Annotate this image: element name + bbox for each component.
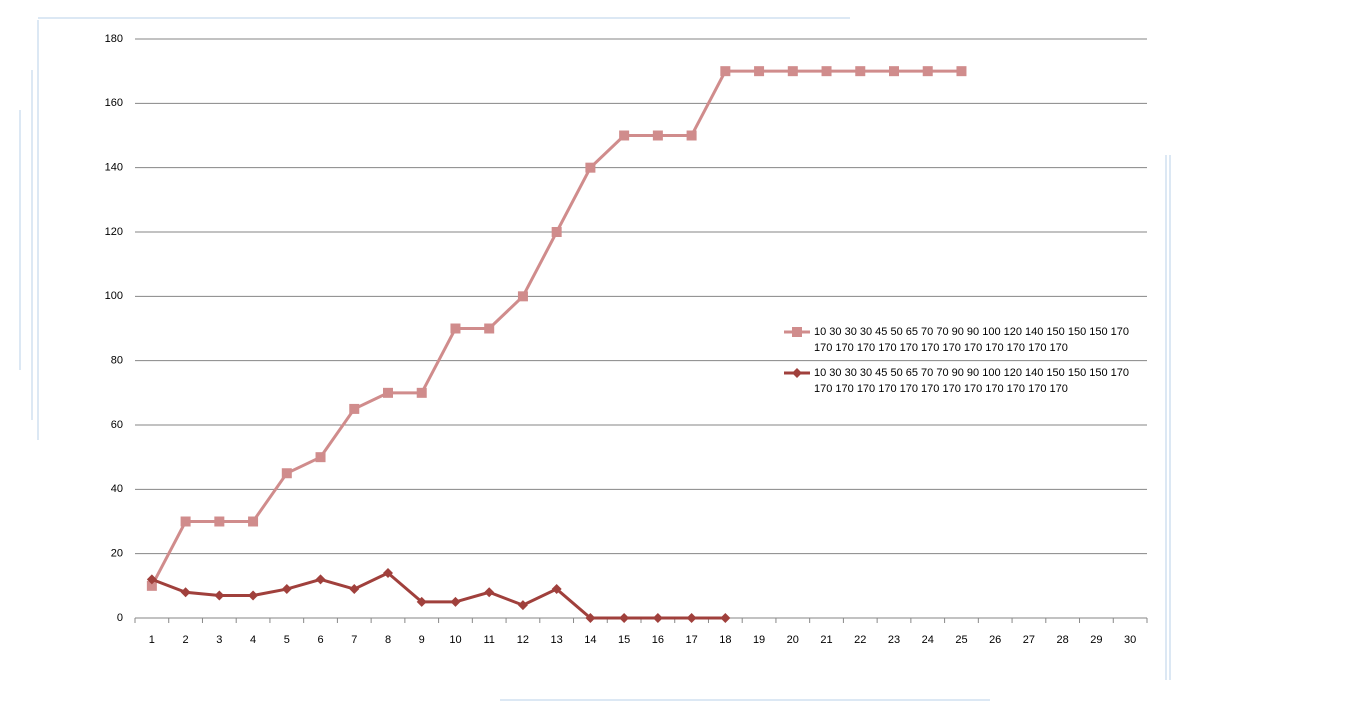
- x-tick-label: 1: [149, 634, 155, 646]
- x-tick-label: 9: [419, 634, 425, 646]
- data-point: [214, 516, 225, 527]
- legend-icon: [784, 327, 810, 337]
- data-point: [585, 162, 596, 173]
- x-tick-label: 4: [250, 634, 256, 646]
- x-tick-label: 10: [449, 634, 461, 646]
- x-tick-label: 12: [517, 634, 529, 646]
- x-tick-label: 11: [483, 634, 494, 646]
- x-tick-label: 15: [618, 634, 630, 646]
- y-tick-label: 180: [105, 33, 123, 45]
- data-point: [551, 584, 562, 595]
- y-tick-label: 60: [111, 419, 123, 431]
- data-point: [214, 590, 225, 601]
- data-point: [383, 387, 393, 398]
- data-point: [855, 66, 866, 77]
- x-tick-label: 21: [820, 634, 832, 646]
- data-point: [652, 613, 663, 623]
- x-tick-label: 22: [854, 634, 866, 646]
- x-tick-label: 17: [685, 634, 697, 646]
- data-point: [349, 584, 360, 595]
- data-point: [956, 66, 967, 77]
- data-point: [383, 567, 393, 578]
- y-tick-label: 0: [117, 612, 123, 624]
- data-point: [619, 130, 630, 141]
- data-point: [416, 387, 427, 398]
- x-tick-label: 3: [216, 634, 222, 646]
- legend-item: 10 30 30 30 45 50 65 70 70 90 90 100 120…: [784, 365, 1134, 397]
- data-point: [180, 516, 191, 527]
- data-point: [686, 613, 697, 623]
- data-point: [315, 452, 326, 463]
- data-point: [720, 613, 731, 623]
- legend: 10 30 30 30 45 50 65 70 70 90 90 100 120…: [784, 324, 1134, 406]
- x-tick-label: 24: [922, 634, 934, 646]
- data-point: [281, 468, 292, 479]
- x-tick-label: 2: [183, 634, 189, 646]
- data-point: [652, 130, 663, 141]
- x-tick-label: 26: [989, 634, 1001, 646]
- x-tick-label: 7: [351, 634, 357, 646]
- x-tick-label: 28: [1057, 634, 1069, 646]
- data-point: [248, 516, 259, 527]
- data-point: [517, 291, 528, 302]
- x-tick-label: 8: [385, 634, 391, 646]
- legend-label: 10 30 30 30 45 50 65 70 70 90 90 100 120…: [814, 367, 1130, 395]
- x-tick-label: 25: [955, 634, 967, 646]
- y-tick-label: 20: [111, 548, 123, 560]
- x-tick-label: 5: [284, 634, 290, 646]
- y-tick-label: 140: [105, 162, 123, 174]
- y-tick-label: 120: [105, 226, 123, 238]
- data-point: [146, 580, 157, 591]
- data-point: [146, 574, 157, 585]
- data-point: [720, 66, 731, 77]
- data-point: [349, 403, 360, 414]
- data-point: [484, 323, 495, 334]
- data-point: [551, 227, 562, 237]
- x-tick-label: 13: [551, 634, 563, 646]
- x-tick-label: 19: [753, 634, 765, 646]
- data-point: [248, 590, 259, 601]
- series-line: [151, 571, 726, 620]
- legend-marker: [792, 368, 802, 378]
- x-tick-label: 27: [1023, 634, 1035, 646]
- legend-icon: [784, 368, 810, 378]
- data-point: [686, 130, 697, 141]
- data-point: [315, 574, 326, 585]
- data-point: [922, 66, 933, 77]
- y-tick-label: 40: [111, 483, 123, 495]
- data-point: [619, 613, 630, 623]
- x-tick-label: 23: [888, 634, 900, 646]
- data-point: [585, 613, 596, 623]
- data-point: [281, 584, 292, 595]
- y-tick-label: 160: [105, 97, 123, 109]
- x-tick-label: 20: [787, 634, 799, 646]
- x-tick-label: 30: [1124, 634, 1136, 646]
- y-tick-label: 80: [111, 355, 123, 367]
- x-tick-label: 14: [584, 634, 596, 646]
- spreadsheet-fragments: [19, 17, 1171, 701]
- data-point: [754, 66, 765, 77]
- y-tick-label: 100: [105, 290, 123, 302]
- data-point: [517, 600, 528, 611]
- data-point: [416, 596, 427, 607]
- legend-marker: [792, 327, 802, 337]
- x-tick-label: 6: [317, 634, 323, 646]
- data-point: [787, 66, 798, 77]
- data-point: [484, 587, 495, 598]
- data-point: [450, 596, 461, 607]
- data-point: [450, 323, 461, 334]
- x-tick-label: 29: [1090, 634, 1102, 646]
- legend-item: 10 30 30 30 45 50 65 70 70 90 90 100 120…: [784, 324, 1134, 356]
- x-tick-label: 16: [652, 634, 664, 646]
- legend-label: 10 30 30 30 45 50 65 70 70 90 90 100 120…: [814, 326, 1130, 354]
- data-point: [180, 587, 191, 598]
- data-point: [821, 66, 832, 77]
- x-tick-label: 18: [719, 634, 731, 646]
- data-point: [889, 66, 899, 77]
